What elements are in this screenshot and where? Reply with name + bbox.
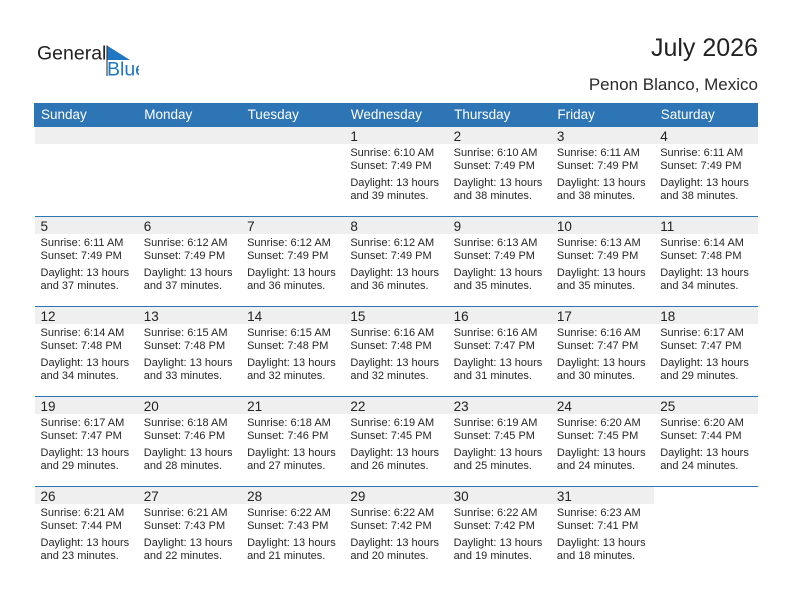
svg-text:Blue: Blue <box>107 59 139 81</box>
svg-text:General: General <box>37 43 106 65</box>
